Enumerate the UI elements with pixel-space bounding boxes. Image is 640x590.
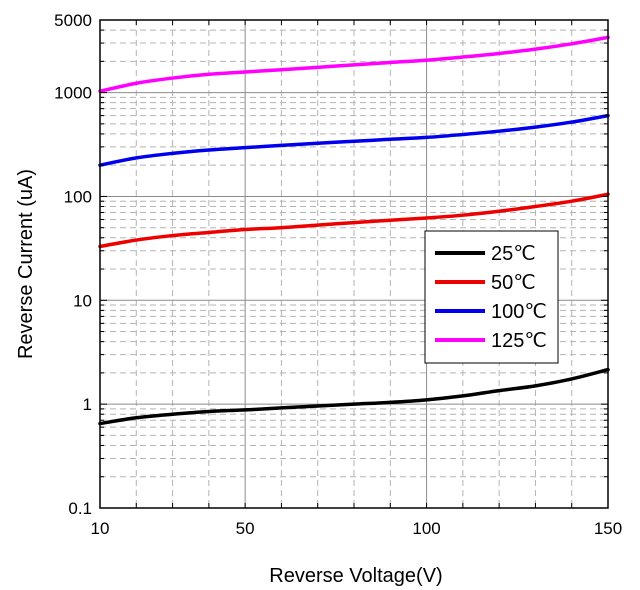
y-tick-label: 0.1 xyxy=(68,499,92,518)
series-line xyxy=(98,35,610,94)
series-line xyxy=(98,192,610,249)
axis-ticks xyxy=(99,19,609,508)
legend: 25℃ 50℃ 100℃ 125℃ xyxy=(424,230,559,364)
x-tick-label: 50 xyxy=(236,519,255,538)
y-tick-label: 100 xyxy=(64,187,92,206)
legend-label: 25℃ xyxy=(491,243,536,265)
series-line xyxy=(98,367,610,426)
legend-label: 100℃ xyxy=(491,301,547,323)
y-tick-label: 1 xyxy=(83,395,92,414)
x-tick-label: 150 xyxy=(594,519,622,538)
y-tick-label: 10 xyxy=(73,291,92,310)
x-tick-label: 100 xyxy=(412,519,440,538)
series-lines xyxy=(98,35,610,426)
legend-label: 50℃ xyxy=(491,272,536,294)
x-tick-label: 10 xyxy=(91,519,110,538)
y-tick-label: 5000 xyxy=(54,11,92,30)
x-axis-title: Reverse Voltage(V) xyxy=(269,565,442,587)
axis-tick-labels: 10 50 100 150 0.1 1 10 100 1000 5000 xyxy=(54,11,622,538)
series-line xyxy=(98,113,610,167)
y-axis-title: Reverse Current (uA) xyxy=(15,169,37,359)
y-tick-label: 1000 xyxy=(54,84,92,103)
grid xyxy=(100,19,608,508)
legend-label: 125℃ xyxy=(491,330,547,352)
